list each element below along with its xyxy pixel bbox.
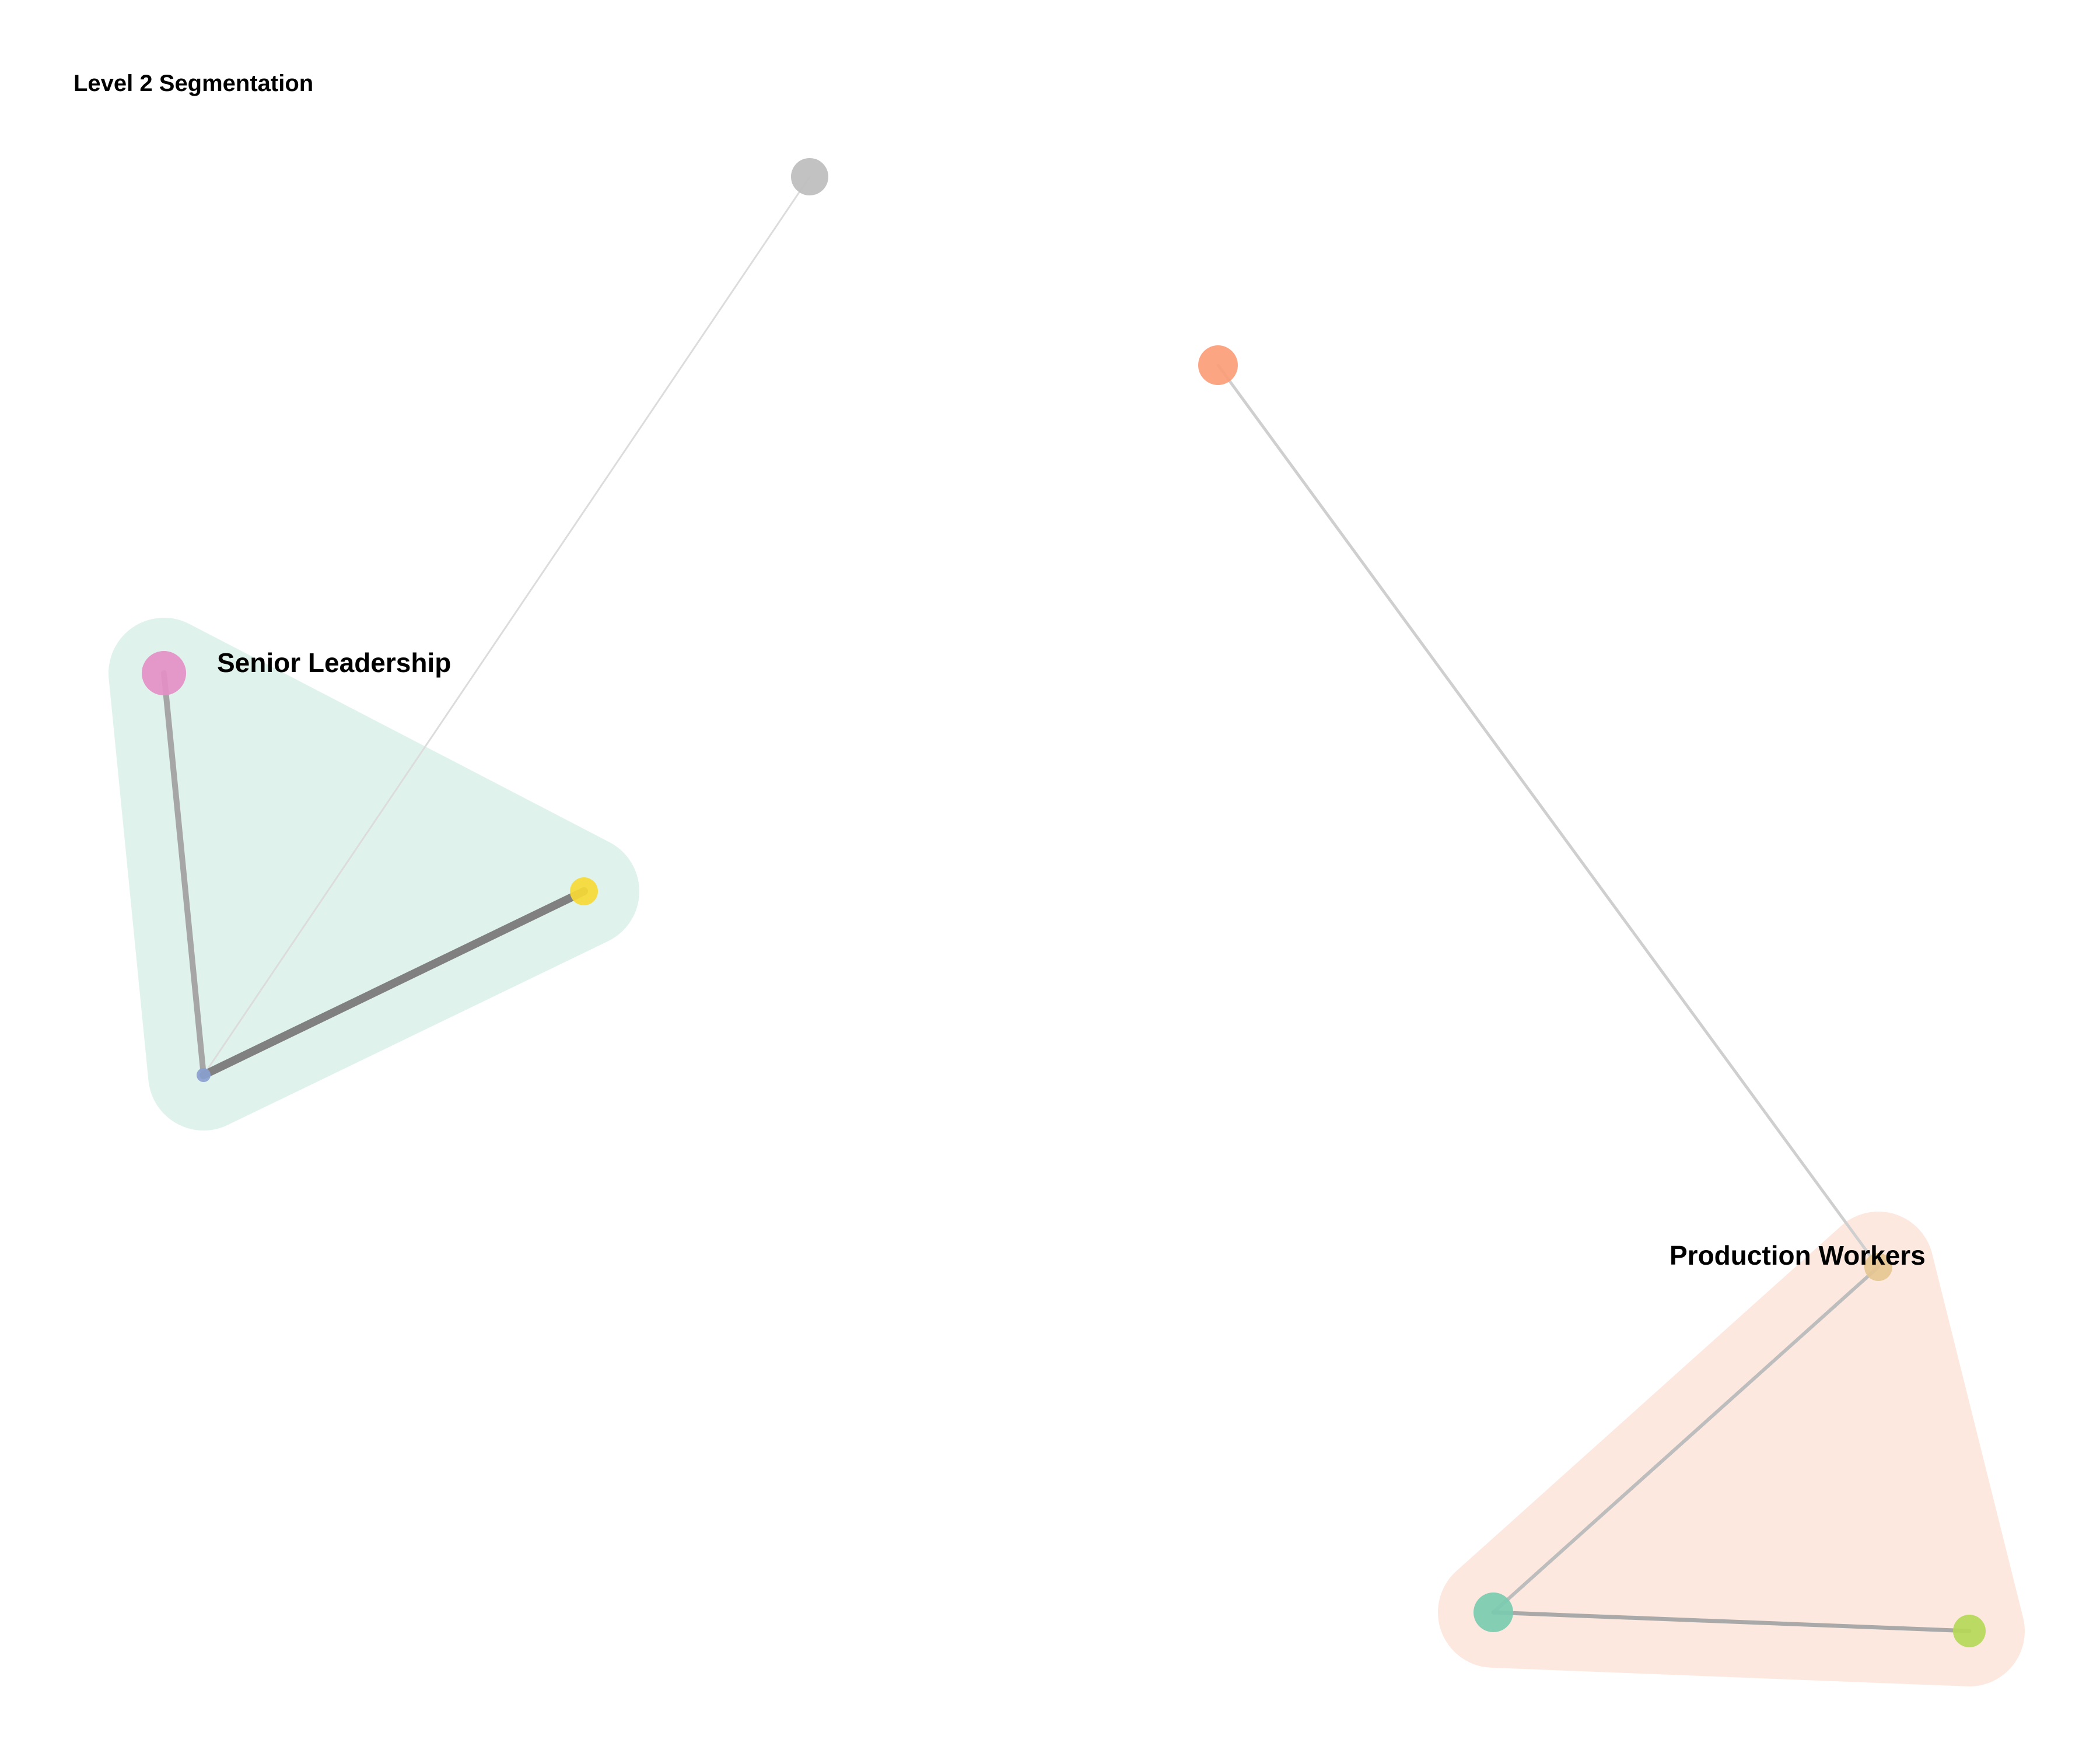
group-label-production-workers: Production Workers (1670, 1240, 1926, 1270)
group-labels: Senior Leadership Production Workers (217, 648, 1926, 1270)
node-gray (791, 158, 828, 195)
edge-tan-teal (1492, 1265, 1880, 1614)
node-orange (1198, 345, 1238, 385)
group-hull-production (1438, 1212, 2025, 1686)
edges (161, 176, 1972, 1633)
nodes (142, 158, 1986, 1647)
edge-pink-blue (161, 670, 206, 1078)
edge-yellow-blue (200, 887, 588, 1079)
node-tan (1864, 1253, 1892, 1281)
group-hulls (108, 618, 2025, 1686)
group-hull-senior (108, 618, 639, 1130)
node-yellow (570, 877, 598, 905)
node-lime (1953, 1615, 1986, 1647)
diagram-title: Level 2 Segmentation (74, 71, 313, 96)
node-blue (197, 1068, 211, 1082)
edge-gray-blue (202, 176, 811, 1076)
node-teal (1474, 1592, 1513, 1632)
node-pink (142, 651, 186, 695)
edge-orange-tan (1216, 363, 1880, 1269)
group-label-senior-leadership: Senior Leadership (217, 648, 451, 678)
edge-teal-lime (1491, 1610, 1972, 1633)
